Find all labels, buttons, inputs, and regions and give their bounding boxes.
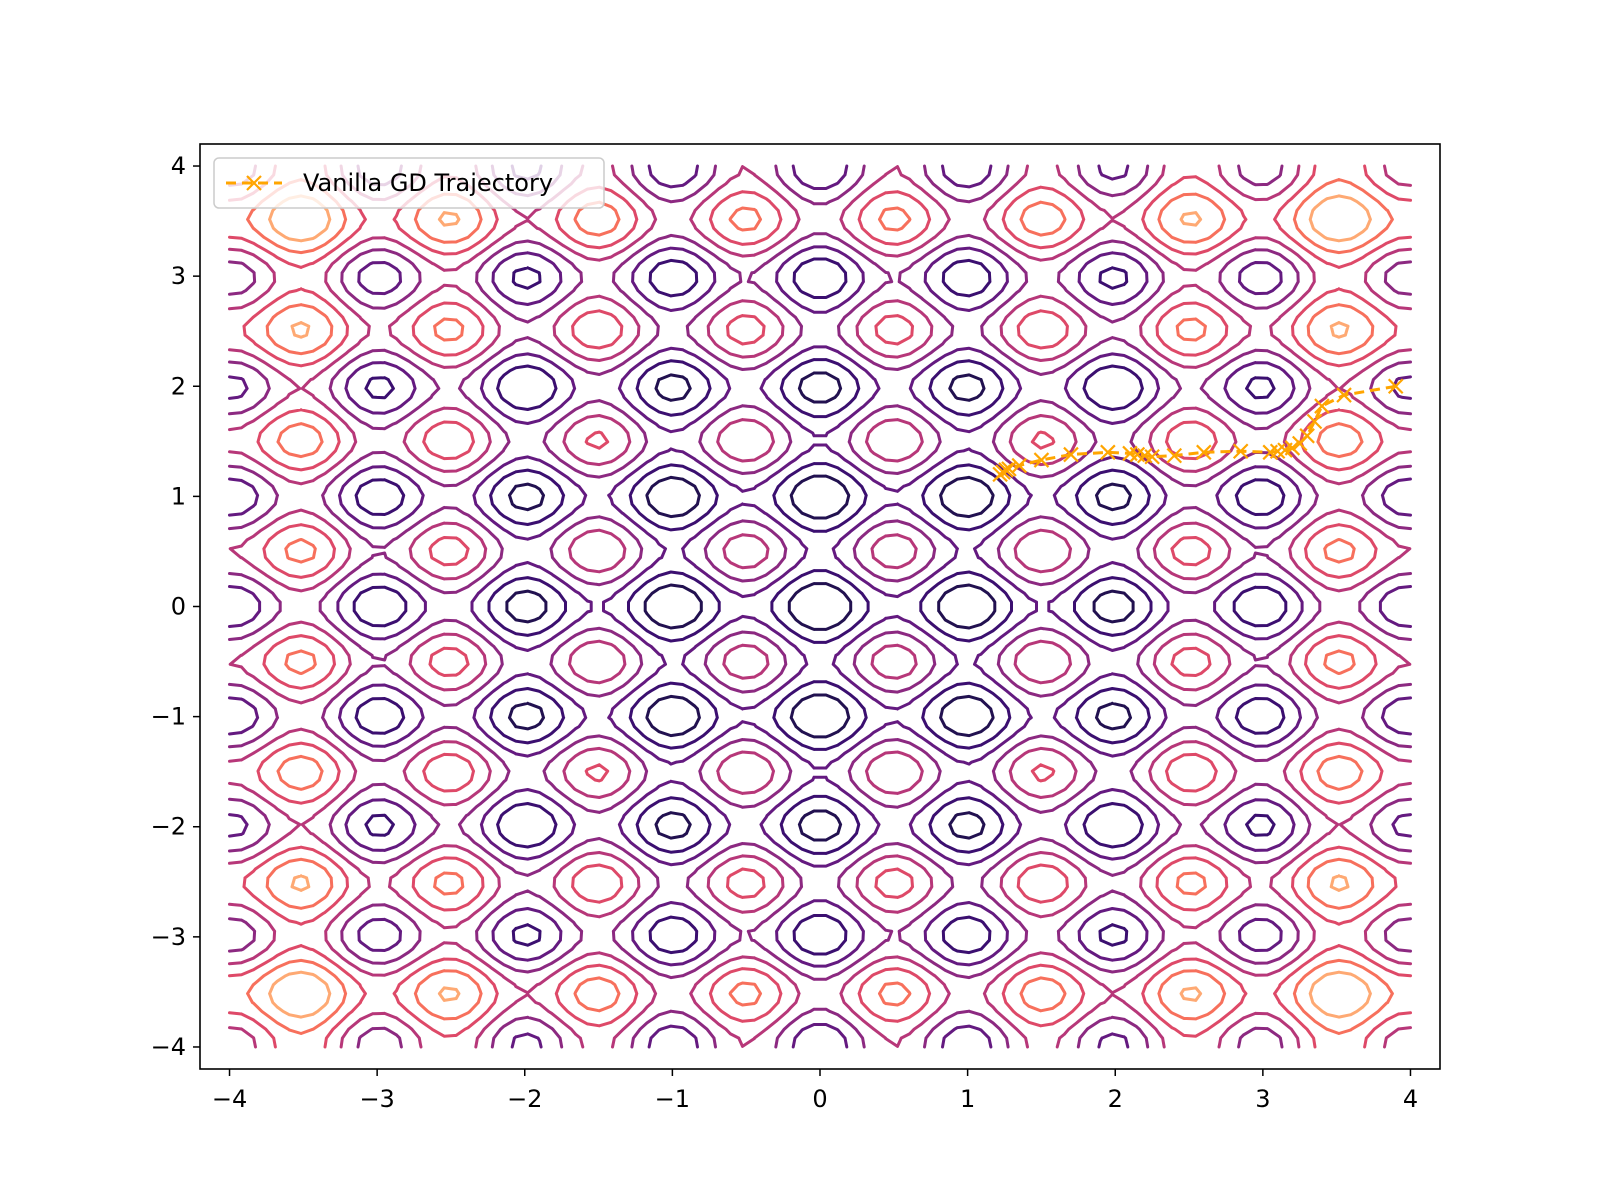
trajectory-marker bbox=[1100, 444, 1116, 461]
trajectory-marker bbox=[1232, 443, 1249, 460]
contour-level-6 bbox=[228, 164, 1412, 1049]
contour-level-1 bbox=[505, 371, 1135, 842]
y-tick-label: 3 bbox=[171, 262, 186, 290]
y-axis: −4 −3 −2 −1 0 1 2 3 4 bbox=[151, 152, 200, 1061]
trajectory-marker bbox=[1387, 378, 1404, 395]
trajectory-marker bbox=[1011, 457, 1028, 474]
y-tick-label: 0 bbox=[171, 593, 186, 621]
x-tick-label: −4 bbox=[212, 1085, 247, 1113]
trajectory-marker bbox=[1166, 447, 1183, 464]
y-tick-label: 1 bbox=[171, 482, 186, 510]
y-tick-label: 4 bbox=[171, 152, 186, 180]
legend: Vanilla GD Trajectory bbox=[213, 157, 605, 209]
x-tick-label: −1 bbox=[655, 1085, 690, 1113]
contour-level-3 bbox=[228, 164, 1412, 1049]
trajectory-marker bbox=[1033, 452, 1050, 468]
trajectory-marker bbox=[1306, 413, 1323, 430]
y-tick-label: 2 bbox=[171, 372, 186, 400]
x-tick-label: 3 bbox=[1255, 1085, 1270, 1113]
x-tick-label: −2 bbox=[507, 1085, 542, 1113]
legend-label: Vanilla GD Trajectory bbox=[303, 169, 553, 197]
x-tick-label: 4 bbox=[1403, 1085, 1418, 1113]
y-tick-label: −1 bbox=[151, 703, 186, 731]
contour-level-2 bbox=[352, 257, 1288, 956]
y-tick-label: −4 bbox=[151, 1033, 186, 1061]
trajectory-marker bbox=[1063, 446, 1079, 463]
trajectory-series bbox=[992, 378, 1404, 483]
x-tick-label: 1 bbox=[960, 1085, 975, 1113]
trajectory-marker bbox=[1122, 445, 1138, 462]
trajectory-marker bbox=[1262, 444, 1279, 461]
contour-level-7 bbox=[246, 178, 1394, 1035]
x-axis: −4 −3 −2 −1 0 1 2 3 4 bbox=[212, 1069, 1418, 1113]
y-tick-label: −3 bbox=[151, 923, 186, 951]
contour-level-4 bbox=[228, 164, 1412, 1049]
y-tick-label: −2 bbox=[151, 813, 186, 841]
trajectory-marker bbox=[1196, 444, 1212, 461]
legend-x-marker bbox=[246, 175, 262, 191]
x-tick-label: 0 bbox=[812, 1085, 827, 1113]
x-tick-label: 2 bbox=[1108, 1085, 1123, 1113]
trajectory-marker bbox=[992, 466, 1008, 483]
trajectory-marker bbox=[1314, 398, 1330, 414]
legend-marker bbox=[246, 175, 262, 191]
trajectory-marker bbox=[1336, 387, 1352, 403]
contour-lines bbox=[228, 164, 1412, 1049]
x-tick-label: −3 bbox=[359, 1085, 394, 1113]
legend-box bbox=[213, 157, 605, 209]
trajectory-marker bbox=[1291, 435, 1308, 452]
contour-level-5 bbox=[228, 164, 1412, 1049]
